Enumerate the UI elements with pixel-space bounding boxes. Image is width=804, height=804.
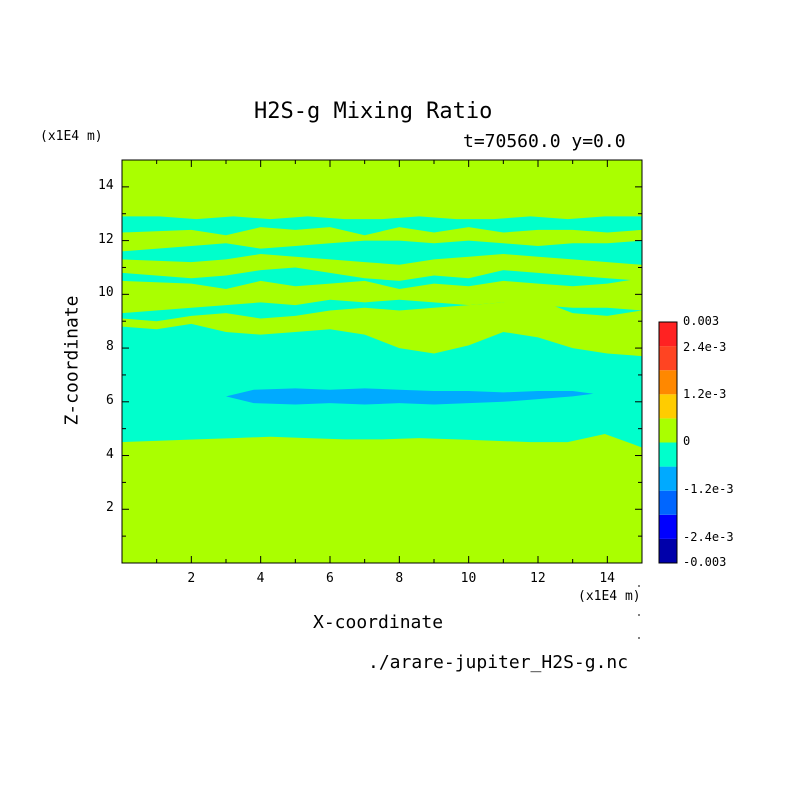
y-axis-ticks: [122, 159, 642, 537]
y-axis-label: Z-coordinate: [61, 295, 83, 426]
y-tick-label: 6: [106, 392, 114, 408]
z-unit-label: (x1E4 m): [40, 129, 103, 144]
colorbar-swatch: [659, 538, 677, 563]
y-tick-label: 12: [98, 231, 114, 247]
colorbar-swatch: [659, 466, 677, 491]
x-tick-label: 12: [530, 571, 546, 586]
plot-frame: [121, 159, 643, 564]
x-axis-ticks: [156, 160, 643, 563]
colorbar-label: -0.003: [683, 555, 727, 569]
x-axis-label: X-coordinate: [313, 612, 444, 633]
x-tick-label: 2: [187, 571, 196, 586]
y-tick-label: 2: [106, 500, 114, 516]
colorbar-label: 0: [683, 434, 691, 448]
contour-fills: [122, 160, 642, 563]
y-tick-label: 14: [98, 177, 114, 193]
colorbar-label: -1.2e-3: [683, 482, 734, 496]
colorbar-frame: [658, 321, 678, 564]
y-tick-label: 8: [106, 339, 114, 355]
chart-subtitle: t=70560.0 y=0.0: [463, 131, 626, 152]
colorbar-swatch: [659, 418, 677, 443]
colorbar-swatch: [659, 370, 677, 395]
x-tick-label: 10: [460, 571, 477, 586]
x-tick-label: 6: [326, 571, 334, 586]
x-unit-label: (x1E4 m): [578, 589, 641, 604]
y-tick-label: 4: [106, 446, 114, 462]
chart-title: H2S-g Mixing Ratio: [254, 99, 493, 124]
minimum-band: [226, 388, 594, 405]
corner-marks: [638, 585, 640, 639]
colorbar-label: 2.4e-3: [683, 340, 727, 354]
x-tick-label: 14: [599, 571, 615, 586]
colorbar-swatch: [659, 490, 677, 515]
colorbar-swatch: [659, 514, 677, 539]
positive-band: [122, 254, 642, 281]
colorbar: [658, 321, 678, 564]
x-tick-label: 8: [395, 571, 404, 586]
colorbar-swatch: [659, 322, 677, 347]
positive-band: [122, 278, 642, 314]
x-tick-label: 4: [256, 571, 265, 586]
source-file-label: ./arare-jupiter_H2S-g.nc: [368, 652, 629, 673]
colorbar-swatch: [659, 394, 677, 419]
colorbar-swatch: [659, 442, 677, 467]
colorbar-label: -2.4e-3: [683, 530, 734, 544]
positive-band: [122, 227, 642, 252]
colorbar-label: 0.003: [683, 314, 720, 328]
positive-band: [122, 299, 642, 357]
colorbar-label: 1.2e-3: [683, 387, 727, 401]
y-tick-label: 10: [98, 285, 114, 301]
colorbar-swatch: [659, 346, 677, 371]
